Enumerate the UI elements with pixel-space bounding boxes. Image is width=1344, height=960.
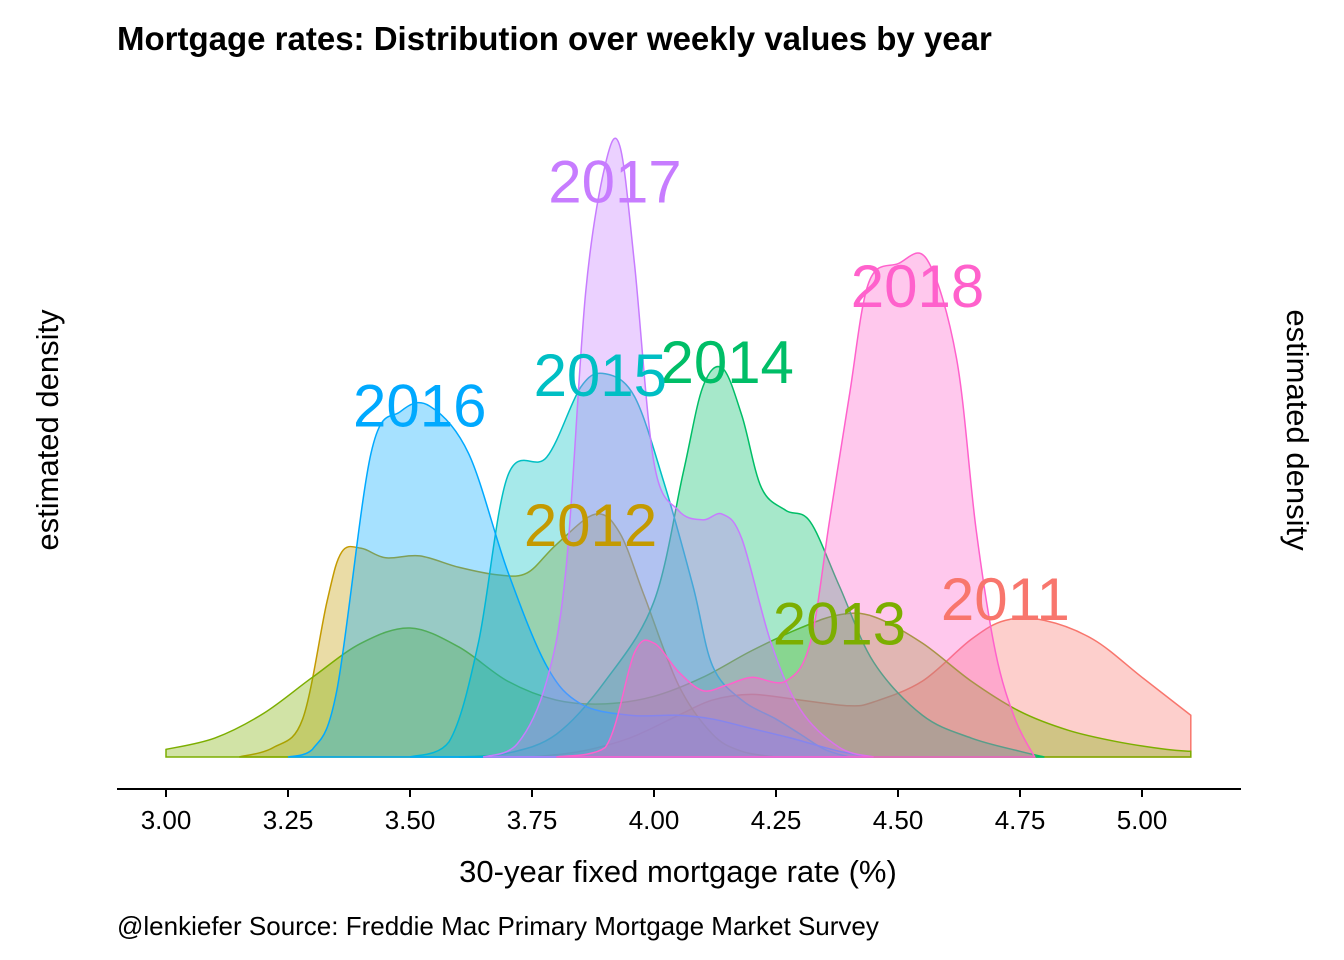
x-tick-label: 3.75 bbox=[507, 805, 558, 835]
x-tick-label: 3.25 bbox=[263, 805, 314, 835]
x-tick-label: 4.00 bbox=[629, 805, 680, 835]
density-area-2012 bbox=[238, 513, 777, 758]
y-axis-label-left: estimated density bbox=[30, 309, 65, 551]
x-tick-label: 4.50 bbox=[873, 805, 924, 835]
year-label-2015: 2015 bbox=[534, 342, 667, 409]
x-tick-label: 3.50 bbox=[385, 805, 436, 835]
year-label-2016: 2016 bbox=[353, 373, 486, 440]
x-tick-label: 5.00 bbox=[1117, 805, 1168, 835]
chart-title: Mortgage rates: Distribution over weekly… bbox=[117, 20, 992, 57]
year-label-2013: 2013 bbox=[773, 591, 906, 658]
density-area-2015 bbox=[409, 372, 850, 758]
density-area-2014 bbox=[458, 365, 1045, 758]
year-label-2017: 2017 bbox=[548, 149, 681, 216]
x-tick-label: 4.25 bbox=[751, 805, 802, 835]
density-area-2011 bbox=[531, 617, 1192, 758]
year-label-2014: 2014 bbox=[660, 329, 793, 396]
density-area-2017 bbox=[482, 137, 874, 758]
x-tick-label: 4.75 bbox=[995, 805, 1046, 835]
year-label-2011: 2011 bbox=[941, 566, 1070, 633]
density-area-2013 bbox=[165, 612, 1192, 758]
x-tick-label: 3.00 bbox=[141, 805, 192, 835]
year-label-2018: 2018 bbox=[851, 253, 984, 320]
density-area-2018 bbox=[556, 252, 1036, 758]
y-axis-label-right: estimated density bbox=[1280, 309, 1315, 551]
chart-caption: @lenkiefer Source: Freddie Mac Primary M… bbox=[117, 911, 879, 941]
x-axis-label: 30-year fixed mortgage rate (%) bbox=[459, 854, 897, 889]
density-area-2016 bbox=[287, 401, 874, 758]
density-areas bbox=[165, 137, 1192, 758]
year-label-2012: 2012 bbox=[524, 492, 657, 559]
x-axis-ticks: 3.00 3.25 3.50 3.75 4.00 4.25 4.50 4.75 5.00 bbox=[141, 789, 1168, 835]
